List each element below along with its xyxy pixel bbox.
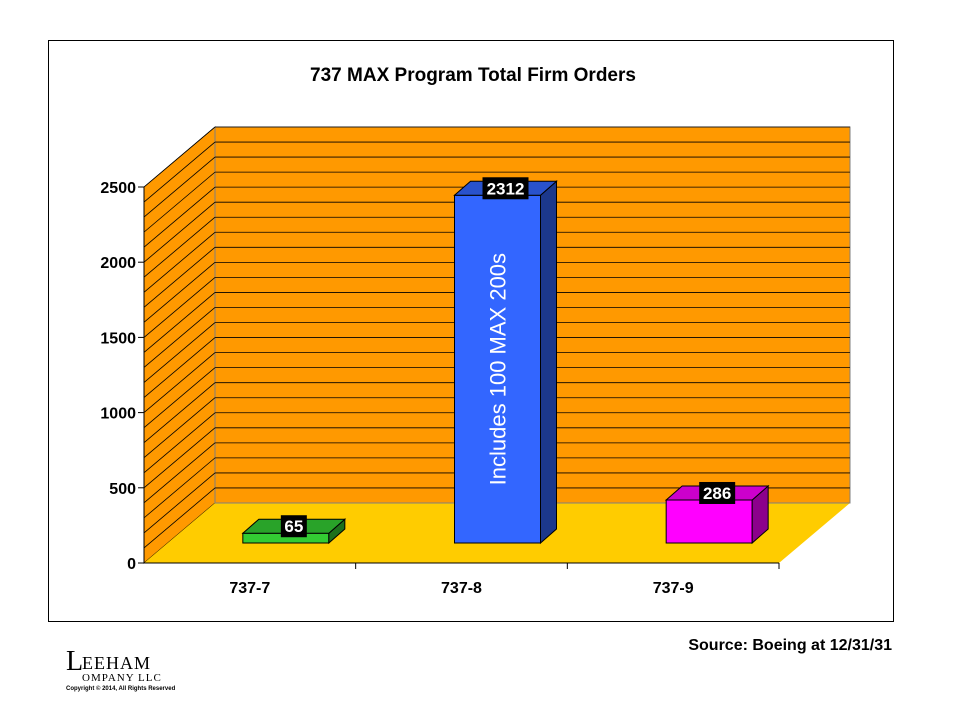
leeham-logo: L EEHAM OMPANY LLC Copyright © 2014, All…: [66, 648, 176, 698]
left-wall: [143, 126, 216, 564]
gridline-side: [143, 186, 216, 248]
y-tick-label: 1000: [100, 406, 136, 423]
gridline-side: [143, 382, 216, 443]
data-labels: 65 2312 Includes 100 MAX 200s 286: [280, 177, 736, 538]
data-label-737-8: 2312: [487, 179, 525, 198]
bar-side-737-8: [540, 180, 557, 545]
data-label-737-9: 286: [703, 484, 731, 503]
left-wall-panel: [143, 126, 216, 564]
x-tick-label: 737-7: [229, 580, 270, 597]
data-label-737-7: 65: [284, 517, 303, 536]
gridline-side: [143, 352, 216, 413]
gridline-side: [143, 262, 216, 323]
chart-svg: 737 MAX Program Total Firm Orders 0 500 10…: [100, 65, 851, 597]
gridline-side: [143, 156, 216, 218]
y-tick-label: 1500: [100, 330, 136, 347]
bar-annotation: Includes 100 MAX 200s: [486, 253, 511, 485]
data-label-box-737-8: [482, 177, 529, 200]
gridline-side: [143, 277, 216, 338]
logo-initial: L: [66, 646, 84, 677]
gridline-side: [143, 171, 216, 233]
logo-copyright: Copyright © 2014, All Rights Reserved: [66, 686, 176, 692]
logo-line1: EEHAM: [82, 653, 151, 673]
chart-title: 737 MAX Program Total Firm Orders: [310, 65, 636, 86]
gridline-side: [143, 337, 216, 398]
gridline-side: [143, 412, 216, 474]
bars: [241, 180, 770, 545]
source-note: Source: Boeing at 12/31/31: [688, 637, 892, 654]
gridline-side: [143, 216, 216, 278]
axes: 0 500 1000 1500 2000 2500 737-7 737-8 737-9: [100, 180, 780, 597]
gridline-side: [143, 141, 216, 203]
gridline-side: [143, 472, 216, 534]
y-tick-label: 2000: [100, 255, 136, 272]
gridline-side: [143, 487, 216, 549]
gridline-side: [143, 322, 216, 383]
x-tick-label: 737-9: [653, 580, 694, 597]
logo-line2: OMPANY LLC: [82, 672, 162, 684]
gridline-side: [143, 231, 216, 293]
data-label-box-737-7: [280, 515, 307, 538]
data-label-box-737-9: [699, 481, 736, 504]
x-tick-label: 737-8: [441, 580, 482, 597]
y-tick-label: 2500: [100, 180, 136, 197]
gridline-side: [143, 247, 216, 308]
gridline-side: [143, 397, 216, 459]
gridline-side: [143, 126, 216, 188]
bar-737-9: [665, 499, 753, 544]
bar-737-8: [454, 194, 541, 544]
gridline-side: [143, 427, 216, 489]
y-tick-label: 500: [109, 481, 136, 498]
gridline-side: [143, 367, 216, 428]
y-tick-label: 0: [127, 556, 136, 573]
gridline-side: [143, 442, 216, 504]
chart-frame: 737 MAX Program Total Firm Orders 0 500 10…: [48, 40, 894, 622]
gridline-side: [143, 457, 216, 519]
gridline-side: [143, 307, 216, 368]
gridline-side: [143, 201, 216, 263]
gridline-side: [143, 292, 216, 353]
